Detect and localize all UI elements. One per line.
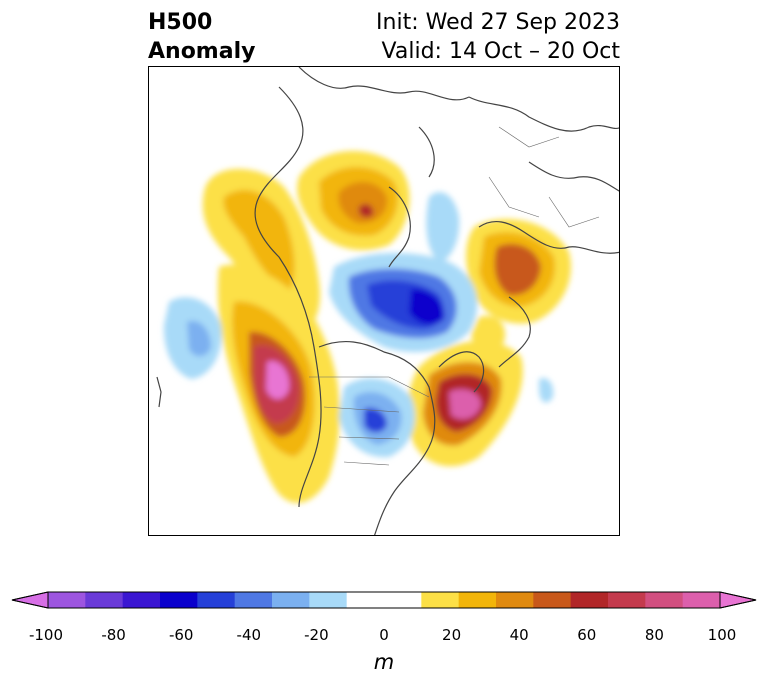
colorbar-cell (645, 592, 684, 608)
colorbar-under-arrow (11, 591, 49, 609)
anomaly-map (156, 67, 619, 535)
colorbar-cell (496, 592, 534, 608)
ridge-atlantic-core (449, 389, 481, 420)
colorbar-tick-label: 40 (509, 626, 529, 644)
colorbar-cell (234, 592, 273, 608)
colorbar-tick-label: -60 (168, 626, 194, 644)
colorbar-cell (272, 592, 310, 608)
ridge-east-small (471, 315, 505, 351)
valid-range: Valid: 14 Oct – 20 Oct (381, 39, 620, 64)
colorbar-tick-label: 100 (707, 626, 737, 644)
colorbar-cell (421, 592, 460, 608)
colorbar-cell (160, 592, 198, 608)
colorbar-cell (197, 592, 236, 608)
colorbar-cell (309, 592, 348, 608)
colorbar-cell (458, 592, 497, 608)
map-title: H500 Anomaly (148, 8, 255, 66)
ridge-siberia-3 (338, 181, 388, 224)
ridge-pacific-core (266, 361, 290, 400)
colorbar-svg (11, 591, 757, 609)
colorbar-cell (570, 592, 609, 608)
ridge-alaska-inner (223, 189, 295, 292)
coastlines (156, 67, 619, 535)
trough-siberia (426, 192, 460, 262)
colorbar-over-arrow (719, 591, 757, 609)
colorbar-cell (608, 592, 646, 608)
anomaly-contours (163, 150, 571, 504)
colorbar-cell (48, 592, 86, 608)
trough-pacific-2 (187, 320, 211, 357)
colorbar-cell (384, 592, 422, 608)
colorbar-outline (11, 591, 757, 609)
colorbar-tick-label: -100 (28, 626, 64, 644)
colorbar-tick-label: 20 (442, 626, 462, 644)
colorbar-tick-label: 80 (644, 626, 664, 644)
map-panel (148, 66, 620, 536)
colorbar-tick-label: 60 (577, 626, 597, 644)
ridge-siberia-core (358, 204, 374, 218)
date-info: Init: Wed 27 Sep 2023 Valid: 14 Oct – 20… (376, 8, 620, 66)
colorbar-cells (48, 592, 721, 608)
colorbar-tick-label: -20 (304, 626, 329, 644)
colorbar-cell (346, 592, 385, 608)
colorbar (0, 580, 768, 620)
title-line-1: H500 (148, 10, 213, 35)
colorbar-cell (533, 592, 572, 608)
trough-atlantic-small (539, 377, 554, 403)
ridge-europe-3 (494, 243, 541, 296)
colorbar-tick-label: -40 (236, 626, 262, 644)
trough-polar-core (409, 288, 445, 325)
colorbar-cell (122, 592, 161, 608)
colorbar-unit: m (373, 650, 395, 674)
colorbar-cell (682, 592, 721, 608)
borders (309, 126, 600, 466)
init-date: Init: Wed 27 Sep 2023 (376, 10, 620, 35)
colorbar-tick-label: 0 (379, 626, 389, 644)
trough-na-3 (364, 407, 387, 433)
title-line-2: Anomaly (148, 39, 256, 64)
colorbar-cell (85, 592, 124, 608)
colorbar-tick-label: -80 (101, 626, 126, 644)
